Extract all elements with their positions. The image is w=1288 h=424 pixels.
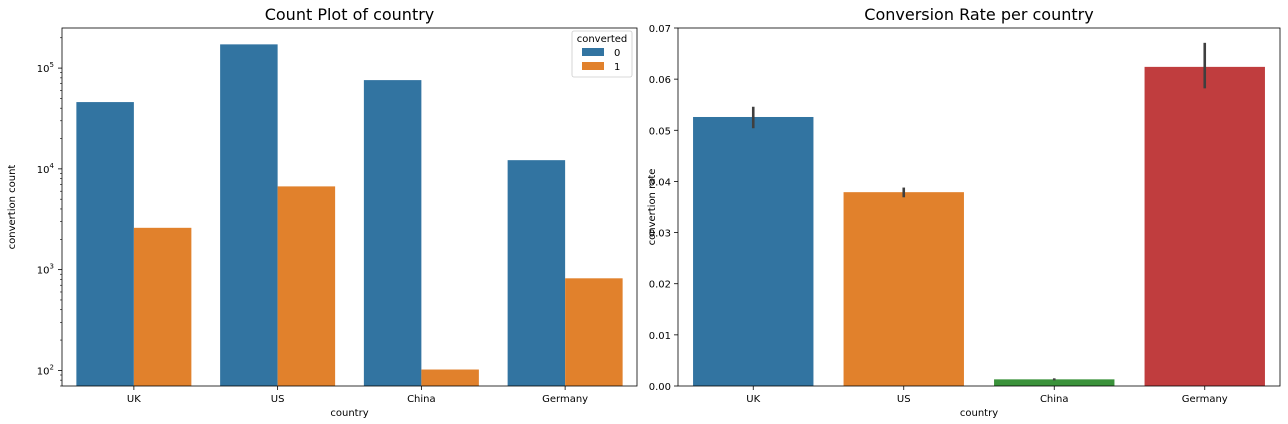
y-tick-label: 105 [37, 61, 54, 75]
legend-label-0: 0 [614, 48, 620, 59]
conversion-rate-chart: Conversion Rate per country convertion r… [647, 5, 1281, 419]
x-tick-label: Germany [1182, 394, 1228, 405]
bar-china-converted-1 [421, 369, 479, 386]
legend-title: converted [577, 34, 628, 45]
bar-us-converted-1 [277, 186, 336, 386]
y-tick-base: 10 [37, 266, 50, 277]
count-plot-title: Count Plot of country [265, 5, 435, 24]
conversion-rate-x-axis-label: country [960, 408, 998, 419]
bar-germany-converted-0 [507, 160, 566, 386]
y-tick-label: 104 [37, 162, 55, 176]
y-tick-label: 0.04 [649, 177, 671, 188]
plot-frame [61, 27, 638, 387]
legend-swatch-1 [582, 62, 604, 70]
y-tick-exponent: 2 [50, 363, 54, 371]
y-tick-label: 0.00 [649, 382, 671, 393]
count-plot-bars [76, 44, 623, 387]
x-tick-label: US [271, 394, 285, 405]
bar-us-converted-0 [220, 44, 278, 387]
count-plot-legend: converted 0 1 [571, 30, 633, 78]
legend-label-1: 1 [614, 62, 620, 73]
bar-china-converted-0 [363, 80, 422, 386]
bar-germany [1144, 66, 1265, 387]
conversion-rate-axes: UK US China Germany 0.00 0.01 0.02 0.03 0.04 0.05… [649, 24, 1281, 405]
x-tick-label: China [1040, 394, 1069, 405]
x-tick-label: China [407, 394, 436, 405]
bar-china [994, 379, 1115, 386]
conversion-rate-bars [693, 42, 1265, 387]
bar-germany-converted-1 [565, 278, 623, 386]
x-tick-label: UK [127, 394, 141, 405]
bar-uk-converted-0 [76, 102, 134, 386]
legend-swatch-0 [582, 48, 604, 56]
x-tick-label: Germany [542, 394, 588, 405]
y-tick-label: 0.07 [649, 24, 671, 35]
conversion-rate-title: Conversion Rate per country [864, 5, 1093, 24]
conversion-rate-y-axis-label: convertion rate [647, 169, 658, 246]
y-tick-label: 0.02 [649, 280, 671, 291]
y-tick-label: 0.03 [649, 229, 671, 240]
y-tick-label: 103 [37, 263, 54, 277]
y-tick-exponent: 5 [50, 61, 54, 69]
y-tick-label: 102 [37, 363, 54, 377]
bar-uk [693, 116, 814, 386]
plot-frame [677, 27, 1281, 387]
bar-uk-converted-1 [133, 227, 192, 386]
y-tick-base: 10 [37, 165, 50, 176]
y-tick-exponent: 4 [50, 162, 55, 170]
y-tick-base: 10 [37, 64, 50, 75]
y-tick-label: 0.05 [649, 126, 671, 137]
y-tick-exponent: 3 [50, 263, 54, 271]
count-plot-chart: Count Plot of country convertion count c… [7, 5, 638, 419]
y-tick-label: 0.06 [649, 75, 671, 86]
y-tick-base: 10 [37, 366, 50, 377]
count-plot-y-axis-label: convertion count [7, 165, 18, 250]
x-tick-label: US [897, 394, 911, 405]
bar-us [843, 192, 964, 386]
y-tick-label: 0.01 [649, 331, 671, 342]
count-plot-x-axis-label: country [330, 408, 368, 419]
x-tick-label: UK [746, 394, 760, 405]
